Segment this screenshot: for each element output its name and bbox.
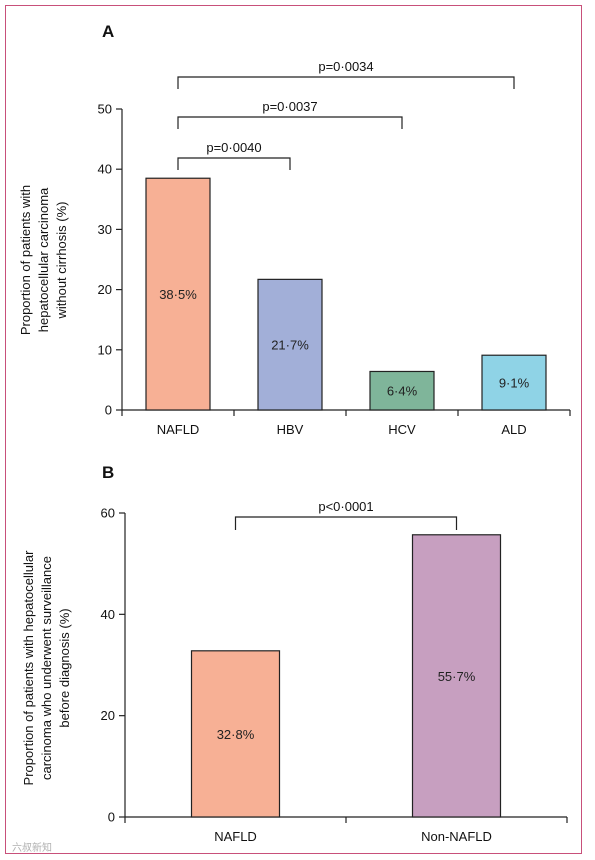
y-axis-label-line: Proportion of patients with hepatocellul… — [21, 550, 36, 786]
bar-value-label: 21·7% — [271, 338, 309, 353]
y-tick-label: 0 — [108, 810, 115, 825]
watermark: 六叔新知 — [12, 841, 52, 854]
y-tick-label: 30 — [98, 222, 112, 237]
x-category-label: HBV — [277, 422, 304, 437]
y-tick-label: 20 — [98, 282, 112, 297]
y-tick-label: 0 — [105, 403, 112, 418]
p-value-label: p<0·0001 — [318, 499, 373, 514]
bar-nafld — [190, 650, 281, 818]
bar-value-label: 9·1% — [499, 376, 530, 391]
significance-bracket — [177, 76, 515, 89]
x-category-label: NAFLD — [157, 422, 200, 437]
x-category-label: ALD — [501, 422, 526, 437]
y-tick-label: 60 — [101, 506, 115, 521]
bar-nafld — [145, 177, 211, 411]
y-axis-label-line: before diagnosis (%) — [57, 608, 72, 727]
bar-value-label: 55·7% — [438, 669, 476, 684]
chart-a: 0 10 20 30 40 50 38·5% NAFLD 21·7% HBV 6·4% HCV 9·1%… — [18, 59, 571, 437]
figure-frame — [5, 5, 582, 854]
x-category-label: HCV — [388, 422, 416, 437]
bar-hcv — [369, 370, 435, 411]
bar-value-label: 38·5% — [159, 287, 197, 302]
y-axis-label-line: carcinoma who underwent surveillance — [39, 556, 54, 780]
x-category-label: NAFLD — [214, 829, 257, 844]
x-category-label: Non-NAFLD — [421, 829, 492, 844]
chart-b: 0 20 40 60 32·8% NAFLD 55·7% Non-NAFLD Proportio… — [21, 499, 568, 844]
p-value-label: p=0·0040 — [206, 140, 261, 155]
p-value-label: p=0·0034 — [318, 59, 373, 74]
y-tick-label: 50 — [98, 102, 112, 117]
bar-non-nafld — [411, 534, 502, 818]
y-tick-label: 40 — [98, 162, 112, 177]
y-axis-label-line: Proportion of patients with — [18, 185, 33, 335]
y-axis-label-line: without cirrhosis (%) — [54, 201, 69, 319]
panel-b-letter: B — [102, 463, 114, 482]
y-tick-label: 10 — [98, 342, 112, 357]
y-tick-label: 20 — [101, 708, 115, 723]
panel-a-letter: A — [102, 22, 114, 41]
bar-value-label: 32·8% — [217, 727, 255, 742]
bar-value-label: 6·4% — [387, 384, 418, 399]
significance-bracket — [234, 516, 458, 530]
bar-ald — [481, 354, 547, 411]
p-value-label: p=0·0037 — [262, 99, 317, 114]
y-axis-label-line: hepatocellular carcinoma — [36, 187, 51, 332]
y-tick-label: 40 — [101, 607, 115, 622]
bar-hbv — [257, 278, 323, 411]
significance-bracket — [177, 116, 403, 129]
significance-bracket — [177, 157, 291, 170]
